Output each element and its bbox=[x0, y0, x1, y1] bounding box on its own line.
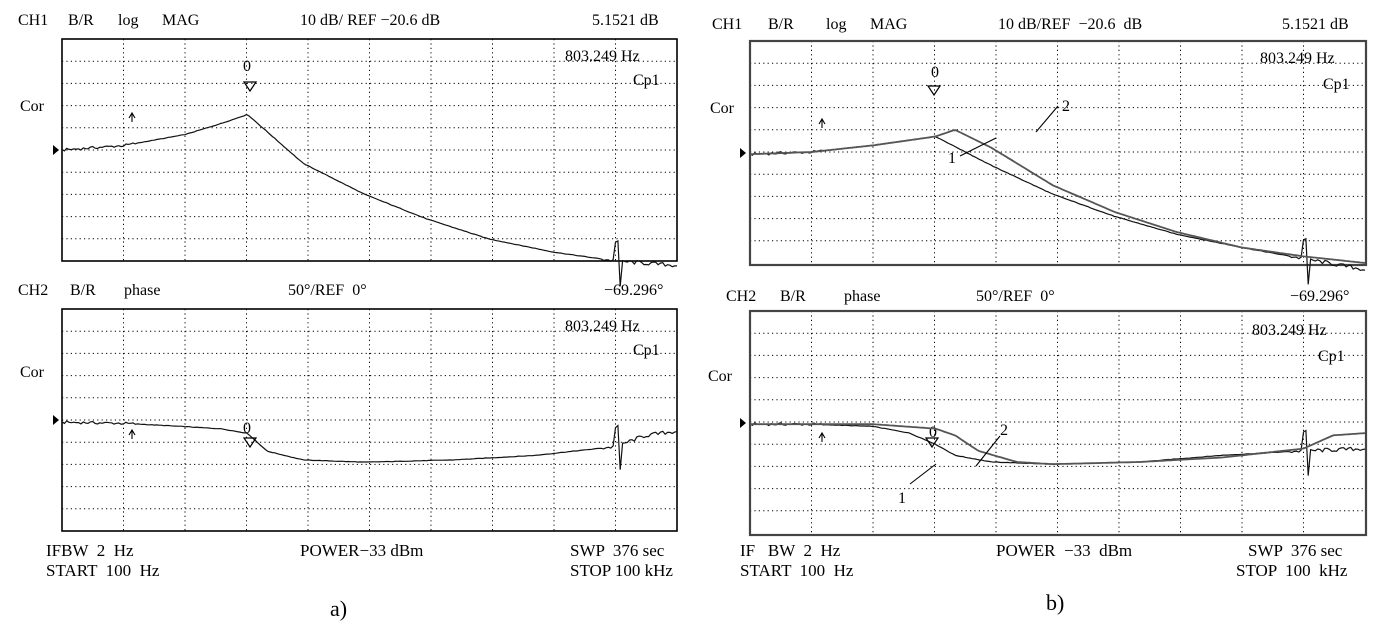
ch1-trace1-label: 1 bbox=[948, 150, 956, 167]
ch1-cor-label: Cor bbox=[20, 98, 44, 115]
ch1-scale-label: 10 dB/ REF −20.6 dB bbox=[300, 12, 441, 29]
footer-swp: SWP 376 sec bbox=[570, 541, 665, 560]
ch1-format-label: log bbox=[118, 12, 139, 29]
ch1-br-label: B/R bbox=[768, 16, 794, 33]
ch1-br-label: B/R bbox=[68, 12, 94, 29]
ch2-value-label: −69.296° bbox=[604, 282, 664, 299]
plot-b-ch1 bbox=[740, 39, 1368, 285]
ch1-cor-label: Cor bbox=[710, 100, 734, 117]
footer-stop: STOP 100 kHz bbox=[1236, 561, 1348, 580]
ch1-channel-label: CH1 bbox=[712, 16, 743, 33]
ch2-scale-label: 50°/REF 0° bbox=[288, 282, 367, 299]
grid bbox=[750, 311, 1365, 533]
ch1-marker-frequency: 803.249 Hz bbox=[1260, 50, 1335, 67]
ch2-format-label: phase bbox=[124, 282, 161, 299]
footer-power: POWER−33 dBm bbox=[300, 541, 424, 560]
ch2-cor-label: Cor bbox=[708, 368, 732, 385]
reference-pointer-icon bbox=[53, 415, 59, 425]
footer-start: START 100 Hz bbox=[46, 561, 160, 580]
ch2-channel-label: CH2 bbox=[18, 282, 49, 299]
marker-triangle-icon bbox=[242, 81, 258, 93]
footer-swp: SWP 376 sec bbox=[1248, 541, 1343, 560]
trace-2 bbox=[749, 129, 1366, 264]
caption-a: a) bbox=[330, 596, 348, 621]
start-arrow-icon bbox=[128, 111, 136, 122]
trace-phase bbox=[61, 420, 678, 470]
ch2-marker-label: 0 bbox=[929, 424, 937, 441]
callout-line-1 bbox=[959, 137, 997, 157]
plot-frame bbox=[748, 309, 1368, 537]
plot-a-ch1 bbox=[53, 38, 678, 287]
ch1-channel-label: CH1 bbox=[18, 12, 49, 29]
ch2-br-label: B/R bbox=[780, 288, 806, 305]
plot-frame bbox=[748, 39, 1368, 267]
ch2-value-label: −69.296° bbox=[1290, 288, 1350, 305]
caption-b: b) bbox=[1046, 590, 1065, 615]
marker-triangle-icon bbox=[926, 85, 942, 97]
ch2-format-label: phase bbox=[844, 288, 881, 305]
marker-triangle-icon bbox=[924, 437, 940, 449]
trace-magnitude bbox=[61, 113, 677, 287]
marker-triangle-icon bbox=[242, 437, 258, 449]
grid bbox=[62, 309, 677, 531]
footer-stop: STOP 100 kHz bbox=[570, 561, 673, 580]
plot-b-ch2 bbox=[740, 309, 1368, 537]
trace-2 bbox=[750, 423, 1366, 466]
ch1-trace2-label: 2 bbox=[1062, 98, 1070, 115]
callout-line-2 bbox=[1035, 105, 1059, 133]
ch1-format2-label: MAG bbox=[162, 12, 200, 29]
callout-line-2 bbox=[975, 435, 1001, 467]
ch2-marker-frequency: 803.249 Hz bbox=[1252, 322, 1327, 339]
ch1-value-label: 5.1521 dB bbox=[1282, 16, 1349, 33]
ch2-cor-label: Cor bbox=[20, 364, 44, 381]
ch2-cp-label: Cp1 bbox=[633, 342, 660, 359]
reference-pointer-icon bbox=[53, 145, 59, 155]
start-arrow-icon bbox=[128, 428, 136, 439]
footer-ifbw: IFBW 2 Hz bbox=[46, 541, 134, 560]
ch1-cp-label: Cp1 bbox=[633, 72, 660, 89]
footer-power: POWER −33 dBm bbox=[996, 541, 1133, 560]
start-arrow-icon bbox=[818, 431, 826, 442]
ch2-channel-label: CH2 bbox=[726, 288, 757, 305]
ch1-cp-label: Cp1 bbox=[1323, 76, 1350, 93]
ch1-format-label: log bbox=[826, 16, 847, 33]
start-arrow-icon bbox=[818, 117, 826, 128]
ch2-trace2-label: 2 bbox=[1000, 422, 1008, 439]
reference-pointer-icon bbox=[740, 148, 746, 158]
plot-a-ch2 bbox=[53, 308, 678, 532]
ch2-cp-label: Cp1 bbox=[1318, 348, 1345, 365]
ch1-format2-label: MAG bbox=[870, 16, 908, 33]
ch1-scale-label: 10 dB/REF −20.6 dB bbox=[998, 16, 1143, 33]
plot-frame bbox=[61, 308, 678, 532]
ch2-br-label: B/R bbox=[70, 282, 96, 299]
grid bbox=[62, 39, 677, 261]
footer-ifbw: IF BW 2 Hz bbox=[740, 541, 841, 560]
grid bbox=[750, 41, 1365, 263]
ch2-trace1-label: 1 bbox=[898, 490, 906, 507]
callout-line-1 bbox=[909, 463, 937, 485]
ch1-value-label: 5.1521 dB bbox=[592, 12, 659, 29]
footer-start: START 100 Hz bbox=[740, 561, 854, 580]
reference-pointer-icon bbox=[740, 418, 746, 428]
ch2-scale-label: 50°/REF 0° bbox=[976, 288, 1055, 305]
